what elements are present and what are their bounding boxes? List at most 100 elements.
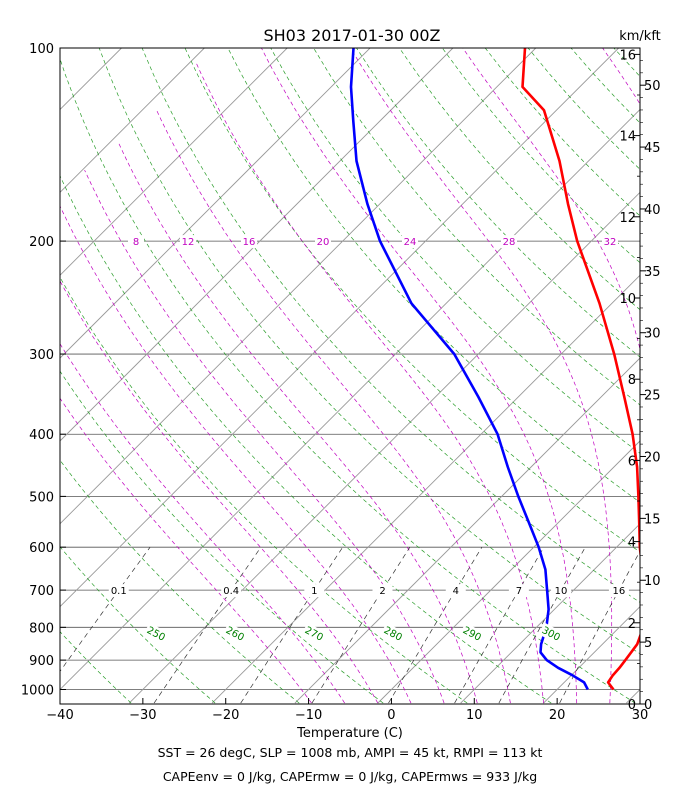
- moist-adiabat-line: [60, 397, 312, 704]
- km-tick-label: 8: [628, 373, 636, 388]
- dry-adiabat-line: [60, 276, 468, 704]
- mixing-ratio-label-bg: [445, 584, 466, 598]
- dry-adiabat-line: [60, 631, 132, 704]
- isotherm-line: [60, 48, 288, 276]
- sounding-profiles: [349, 48, 640, 691]
- x-axis-label: Temperature (C): [296, 726, 403, 741]
- isotherm-line: [60, 108, 640, 691]
- background-grid: [0, 48, 700, 704]
- dry-adiabat-line: [270, 48, 640, 454]
- kft-tick-label: 40: [644, 203, 661, 218]
- footer-line-1: SST = 26 degC, SLP = 1008 mb, AMPI = 45 …: [157, 745, 543, 760]
- km-tick-label: 10: [619, 292, 636, 307]
- moist-adiabat-label: 12: [182, 237, 195, 248]
- isotherm-line: [377, 440, 640, 704]
- mixing-ratio-label-bg: [108, 584, 129, 598]
- mixing-ratio-label-bg: [551, 584, 572, 598]
- moist-adiabat-label-bg: [315, 235, 331, 249]
- temperature-tick-label: 20: [549, 708, 566, 723]
- moist-adiabat-label-bg: [501, 235, 517, 249]
- mixing-ratio-label: 4: [453, 586, 459, 597]
- dry-adiabat-line: [0, 48, 47, 703]
- dry-adiabat-line: [60, 459, 300, 704]
- dry-adiabat-line: [356, 48, 640, 358]
- dry-adiabat-line: [60, 546, 216, 704]
- dry-adiabat-line: [60, 174, 552, 704]
- mixing-ratio-line: [240, 547, 343, 704]
- temperature-tick-label: 10: [466, 708, 483, 723]
- isotherm-line: [294, 357, 640, 704]
- isotherm-line: [60, 48, 205, 193]
- km-tick-label: 6: [628, 454, 636, 469]
- dry-adiabat-label-bg: [380, 622, 406, 645]
- temperature-tick-label: −10: [295, 708, 322, 723]
- pressure-tick-label: 500: [29, 490, 54, 505]
- km-tick-label: 4: [628, 536, 636, 551]
- km-tick-label: 2: [628, 617, 636, 632]
- pressure-tick-label: 100: [29, 42, 54, 57]
- dry-adiabat-line: [184, 48, 640, 553]
- footer-line-2: CAPEenv = 0 J/kg, CAPErmw = 0 J/kg, CAPE…: [162, 769, 538, 784]
- dry-adiabat-label-bg: [143, 622, 169, 645]
- mixing-ratio-label: 2: [379, 586, 385, 597]
- isotherm-line: [60, 48, 537, 525]
- dry-adiabat-line: [98, 48, 640, 655]
- dry-adiabat-line: [657, 48, 700, 703]
- chart-title: SH03 2017-01-30 00Z: [263, 26, 440, 45]
- km-tick-label: 0: [628, 698, 636, 713]
- moist-adiabat-line: [350, 48, 613, 704]
- isotherm-line: [60, 48, 122, 111]
- isotherm-line: [60, 48, 619, 608]
- km-tick-label: 14: [619, 130, 636, 145]
- dewpoint-profile: [349, 48, 589, 691]
- moist-adiabat-label-bg: [402, 235, 418, 249]
- moist-adiabat-line: [156, 110, 511, 704]
- km-tick-label: 16: [619, 48, 636, 63]
- kft-tick-label: 0: [644, 698, 652, 713]
- moist-adiabat-line: [60, 205, 412, 704]
- mixing-ratio-label-bg: [372, 584, 393, 598]
- isotherm-line: [0, 48, 39, 703]
- mixing-ratio-label: 16: [613, 586, 626, 597]
- temperature-tick-label: 0: [387, 708, 395, 723]
- moist-adiabat-line: [84, 169, 445, 704]
- km-kft-unit-label: km/kft: [619, 29, 661, 44]
- moist-adiabat-label: 8: [133, 237, 139, 248]
- moist-adiabat-label: 16: [243, 237, 256, 248]
- pressure-tick-label: 200: [29, 235, 54, 250]
- pressure-tick-label: 800: [29, 621, 54, 636]
- moist-adiabat-label-bg: [241, 235, 257, 249]
- dry-adiabat-label-bg: [459, 622, 485, 645]
- dry-adiabat-label-bg: [222, 622, 248, 645]
- moist-adiabat-label: 20: [317, 237, 330, 248]
- pressure-tick-label: 600: [29, 541, 54, 556]
- moist-adiabat-label-bg: [128, 235, 144, 249]
- moist-adiabat-line: [261, 48, 578, 704]
- kft-tick-label: 25: [644, 389, 661, 404]
- moist-adiabat-label-bg: [180, 235, 196, 249]
- temperature-tick-label: 30: [632, 708, 649, 723]
- mixing-ratio-label-bg: [304, 584, 325, 598]
- moist-adiabat-line: [117, 141, 478, 704]
- mixing-ratio-line: [60, 546, 151, 672]
- moist-adiabat-label: 32: [604, 237, 617, 248]
- moist-adiabat-label: 28: [503, 237, 516, 248]
- mixing-ratio-line: [311, 547, 411, 704]
- isotherm-line: [626, 688, 640, 704]
- temperature-tick-label: −40: [46, 708, 73, 723]
- mixing-ratio-label-bg: [508, 584, 529, 598]
- mixing-ratio-label: 1: [311, 586, 317, 597]
- isotherm-line: [543, 606, 640, 704]
- moist-adiabat-label-bg: [602, 235, 618, 249]
- pressure-tick-label: 300: [29, 348, 54, 363]
- kft-tick-label: 20: [644, 450, 661, 465]
- kft-tick-label: 45: [644, 141, 661, 156]
- moist-adiabat-line: [195, 61, 544, 704]
- isotherm-line: [60, 48, 371, 359]
- dry-adiabat-line: [60, 370, 384, 704]
- temperature-profile: [521, 48, 640, 691]
- moist-adiabat-line: [60, 343, 345, 704]
